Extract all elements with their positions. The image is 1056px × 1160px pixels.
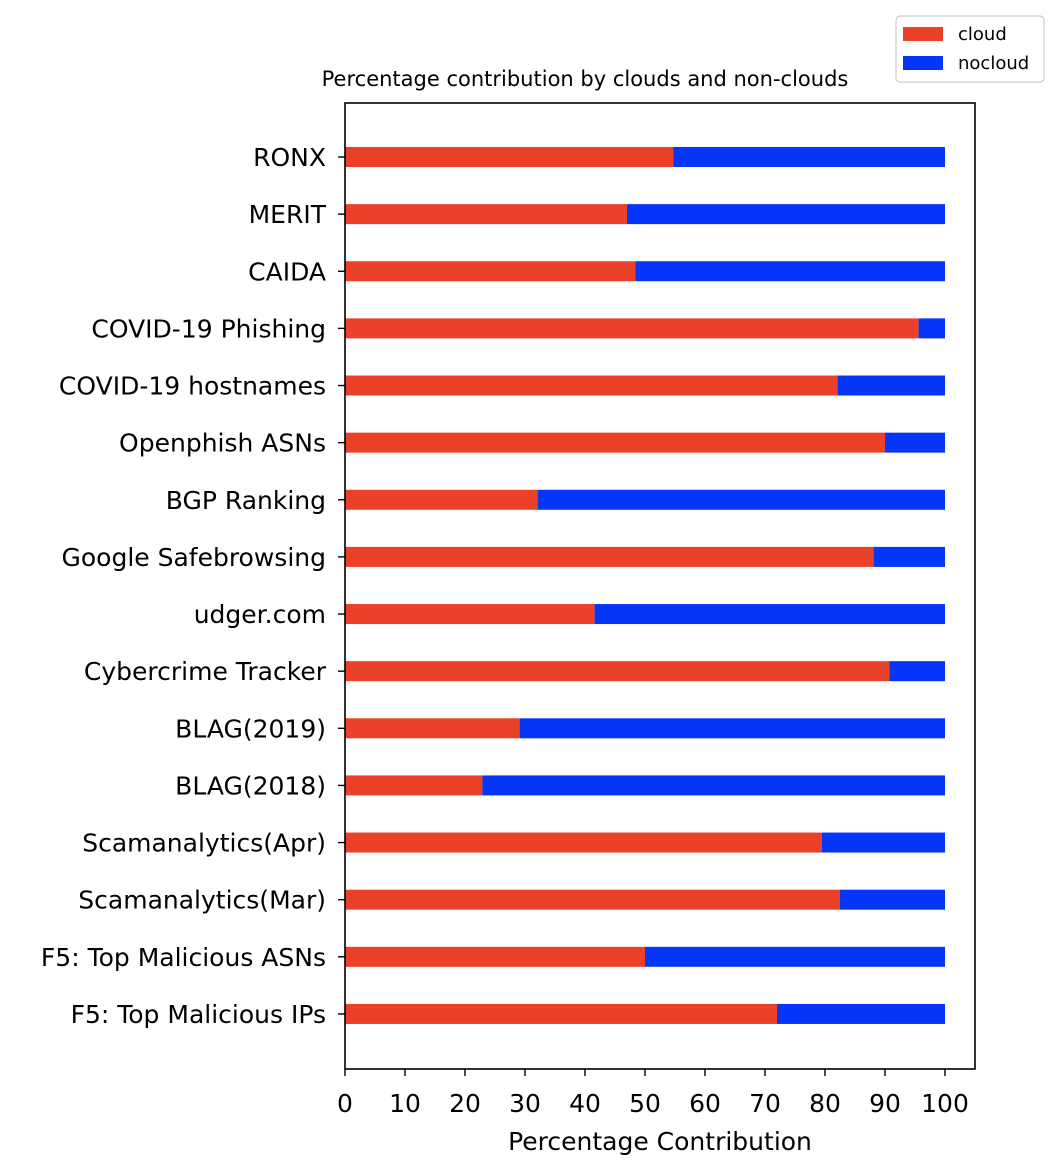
x-axis-title: Percentage Contribution (508, 1127, 812, 1156)
legend: cloud nocloud (895, 15, 1045, 83)
y-tick-label: BLAG(2018) (175, 771, 326, 800)
bar-cloud (345, 946, 645, 967)
bar-cloud (345, 889, 840, 910)
x-tick-label: 20 (449, 1089, 481, 1118)
bar-cloud (345, 661, 890, 682)
x-tick-label: 50 (629, 1089, 661, 1118)
x-tick-label: 30 (509, 1089, 541, 1118)
legend-label-cloud: cloud (958, 24, 1007, 45)
bar-nocloud (873, 546, 945, 567)
bar-nocloud (822, 832, 945, 853)
bar-nocloud (482, 775, 945, 796)
bar-nocloud (627, 204, 945, 225)
bar-nocloud (645, 946, 945, 967)
bar-nocloud (519, 718, 945, 739)
bar-cloud (345, 318, 919, 339)
bar-nocloud (635, 261, 945, 282)
bar-cloud (345, 546, 874, 567)
chart-title: Percentage contribution by clouds and no… (322, 67, 849, 91)
y-tick-label: COVID-19 hostnames (59, 372, 326, 401)
bar-nocloud (537, 489, 945, 510)
bar-cloud (345, 604, 595, 625)
x-tick-label: 0 (337, 1089, 353, 1118)
x-tick-label: 70 (749, 1089, 781, 1118)
legend-label-nocloud: nocloud (958, 53, 1029, 74)
y-axis: RONX MERIT CAIDA COVID-19 Phishing COVID-19 … (41, 143, 345, 1029)
bar-cloud (345, 432, 885, 453)
x-axis: 0 10 20 30 40 50 60 70 80 90 100 (337, 1069, 969, 1118)
bars-group (345, 147, 945, 1024)
x-tick-label: 40 (569, 1089, 601, 1118)
legend-swatch-nocloud (903, 56, 943, 70)
y-tick-label: Scamanalytics(Apr) (82, 829, 326, 858)
legend-swatch-cloud (903, 27, 943, 41)
bar-cloud (345, 718, 520, 739)
bar-nocloud (840, 889, 945, 910)
x-tick-label: 10 (389, 1089, 421, 1118)
x-tick-label: 100 (921, 1089, 969, 1118)
bar-nocloud (777, 1003, 945, 1024)
y-tick-label: udger.com (194, 600, 326, 629)
x-tick-label: 60 (689, 1089, 721, 1118)
y-tick-label: Cybercrime Tracker (84, 657, 327, 686)
bar-cloud (345, 261, 636, 282)
y-tick-label: BGP Ranking (166, 486, 326, 515)
y-tick-label: RONX (253, 143, 326, 172)
x-tick-label: 90 (869, 1089, 901, 1118)
bar-nocloud (918, 318, 945, 339)
bar-nocloud (889, 661, 945, 682)
bar-cloud (345, 832, 822, 853)
bar-nocloud (837, 375, 945, 396)
y-tick-label: F5: Top Malicious ASNs (41, 943, 326, 972)
bar-cloud (345, 204, 627, 225)
plot-frame (344, 102, 976, 1070)
bar-cloud (345, 1003, 777, 1024)
y-tick-label: F5: Top Malicious IPs (71, 1000, 326, 1029)
bar-cloud (345, 375, 838, 396)
x-tick-label: 80 (809, 1089, 841, 1118)
y-tick-label: Google Safebrowsing (61, 543, 326, 572)
y-tick-label: Openphish ASNs (119, 429, 326, 458)
y-tick-label: COVID-19 Phishing (91, 314, 326, 343)
y-tick-label: MERIT (249, 200, 327, 229)
bar-cloud (345, 489, 538, 510)
bar-cloud (345, 147, 674, 167)
bar-nocloud (885, 432, 945, 453)
bar-nocloud (594, 604, 945, 625)
y-tick-label: CAIDA (248, 257, 326, 286)
bar-nocloud (673, 147, 945, 167)
y-tick-label: BLAG(2019) (175, 714, 326, 743)
y-tick-label: Scamanalytics(Mar) (78, 886, 326, 915)
bar-cloud (345, 775, 483, 796)
